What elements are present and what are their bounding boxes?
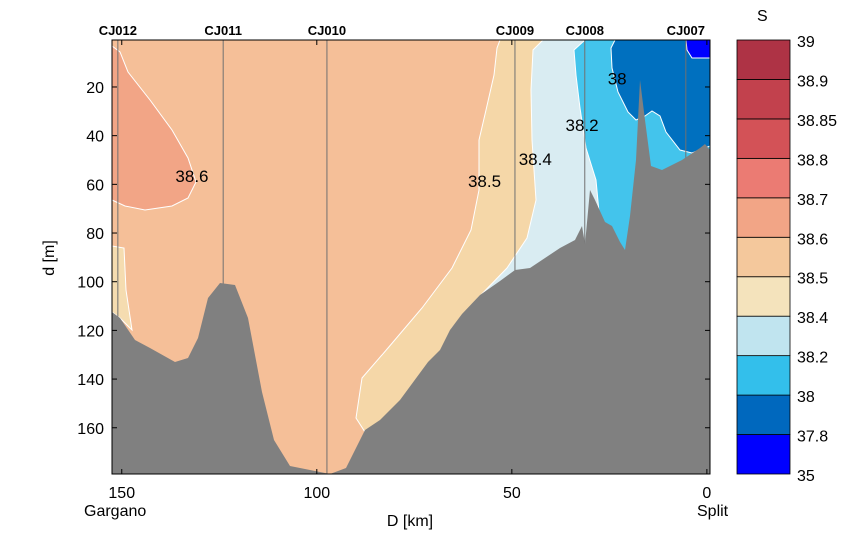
x-tick-label: 150 [108,485,135,502]
y-tick-label: 40 [86,129,104,146]
colorbar-bin [736,236,791,278]
y-tick-label: 120 [77,323,104,340]
colorbar-bin [736,39,791,80]
contour-label: 38 [608,70,627,89]
contour-label: 38.6 [175,167,208,186]
colorbar-bin [736,118,791,159]
station-label: CJ007 [667,23,705,38]
station-label: CJ011 [204,23,242,38]
seabed [112,80,710,474]
colorbar-tick-label: 38.2 [797,350,828,367]
colorbar-tick-label: 37.8 [797,429,828,446]
y-tick-label: 20 [86,80,104,97]
colorbar-bin [736,394,791,435]
station-label: CJ012 [99,23,137,38]
colorbar-tick-label: 38 [797,389,815,406]
contour-label: 38.2 [566,116,599,135]
y-tick-label: 80 [86,226,104,243]
colorbar-bin [736,157,791,199]
colorbar-bin [736,197,791,238]
plot-area: 38.6 38.5 38.4 38.2 38 150 100 50 0 20 40 60 80 100 1… [77,39,711,502]
y-tick-label: 160 [77,421,104,438]
colorbar-tick-label: 38.6 [797,231,828,248]
colorbar-tick-label: 38.5 [797,271,828,288]
x-tick-label: 100 [303,485,330,502]
plot-frame [111,39,711,475]
y-tick-label: 60 [86,177,104,194]
colorbar-bin [736,355,791,396]
colorbar-bin [736,276,791,317]
colorbar-tick-label: 38.4 [797,310,828,327]
x-end-label-left: Gargano [84,503,146,520]
x-tick-label: 0 [702,485,711,502]
y-tick-label: 100 [77,275,104,292]
contour-label: 38.5 [468,172,501,191]
region-38.6-38.7 [111,45,197,211]
y-axis-label: d [m] [41,240,58,276]
colorbar-tick-label: 38.9 [797,73,828,90]
colorbar-bin [736,79,791,120]
colorbar-title: S [757,8,768,25]
colorbar-tick-label: 38.85 [797,113,837,130]
colorbar-bin [736,315,791,357]
colorbar: 35 37.8 38 38.2 38.4 38.5 38.6 38.7 38.8 38.85 38.… [736,34,837,485]
colorbar-tick-label: 35 [797,468,815,485]
station-label: CJ009 [496,23,534,38]
colorbar-bin [736,434,791,475]
station-label: CJ008 [566,23,604,38]
colorbar-tick-label: 39 [797,34,815,51]
station-label: CJ010 [308,23,346,38]
colorbar-tick-label: 38.7 [797,192,828,209]
x-tick-label: 50 [503,485,521,502]
y-tick-label: 140 [77,372,104,389]
colorbar-tick-label: 38.8 [797,152,828,169]
contour-label: 38.4 [519,150,552,169]
x-end-label-right: Split [697,503,729,520]
x-axis-label: D [km] [387,513,433,530]
